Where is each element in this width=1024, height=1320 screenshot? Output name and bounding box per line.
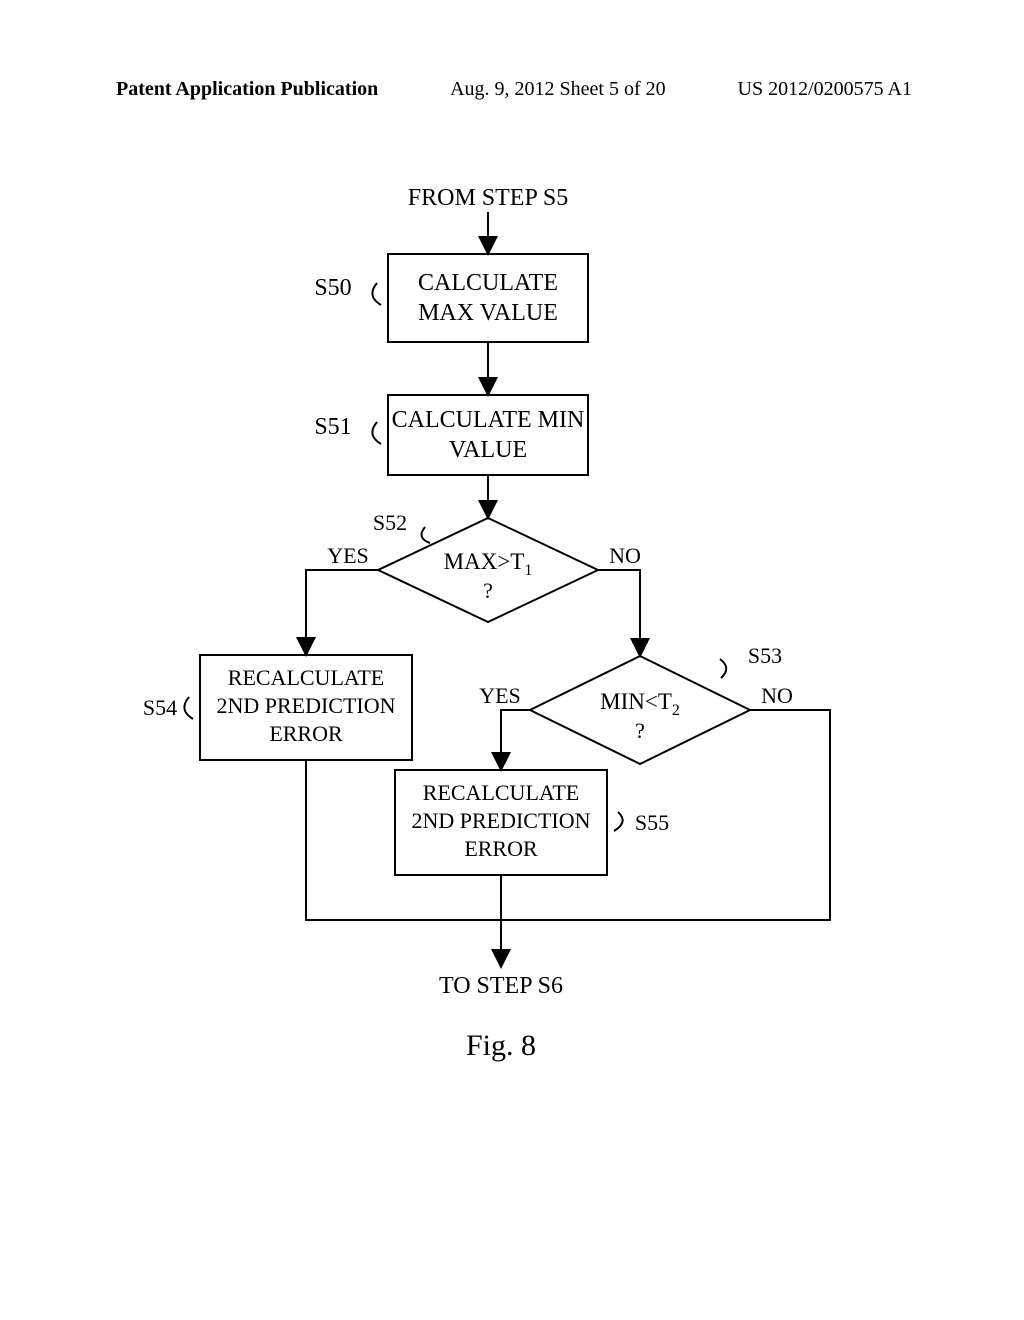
flowchart: FROM STEP S5 CALCULATE MAX VALUE S50 CAL… xyxy=(0,0,1024,1320)
s53-no-label: NO xyxy=(761,683,793,708)
ref-s52: S52 xyxy=(373,510,407,535)
ref-s55: S55 xyxy=(635,810,669,835)
decision-s53-text: MIN<T2 xyxy=(600,689,680,719)
entry-label: FROM STEP S5 xyxy=(408,185,569,211)
ref-s54: S54 xyxy=(143,695,177,720)
s52-no-label: NO xyxy=(609,543,641,568)
page: Patent Application Publication Aug. 9, 2… xyxy=(0,0,1024,1320)
box-s50 xyxy=(388,254,588,342)
box-s51-line2: VALUE xyxy=(449,437,527,463)
ref-s51: S51 xyxy=(314,414,351,440)
ref-curve-s50 xyxy=(372,283,381,305)
box-s54-line1: RECALCULATE xyxy=(228,665,384,690)
box-s50-line1: CALCULATE xyxy=(418,270,558,296)
ref-curve-s55 xyxy=(614,812,623,831)
figure-label: Fig. 8 xyxy=(466,1029,536,1062)
ref-curve-s52 xyxy=(421,527,430,543)
decision-s52-text: MAX>T1 xyxy=(444,549,533,579)
edge-s52-yes xyxy=(306,570,378,653)
s53-yes-label: YES xyxy=(479,683,521,708)
ref-s50: S50 xyxy=(314,275,351,301)
box-s55-line1: RECALCULATE xyxy=(423,780,579,805)
box-s51-line1: CALCULATE MIN xyxy=(392,407,585,433)
decision-s53-q: ? xyxy=(635,718,645,743)
box-s54-line2: 2ND PREDICTION xyxy=(216,693,395,718)
box-s55-line2: 2ND PREDICTION xyxy=(411,808,590,833)
box-s55-line3: ERROR xyxy=(464,836,538,861)
ref-curve-s51 xyxy=(372,422,381,444)
ref-curve-s54 xyxy=(184,697,193,719)
box-s54-line3: ERROR xyxy=(269,721,343,746)
edge-s52-no xyxy=(598,570,640,654)
box-s50-line2: MAX VALUE xyxy=(418,300,558,326)
exit-label: TO STEP S6 xyxy=(439,973,563,999)
decision-s52-q: ? xyxy=(483,578,493,603)
ref-s53: S53 xyxy=(748,643,782,668)
edge-s53-yes xyxy=(501,710,530,768)
s52-yes-label: YES xyxy=(327,543,369,568)
ref-curve-s53 xyxy=(720,659,726,678)
